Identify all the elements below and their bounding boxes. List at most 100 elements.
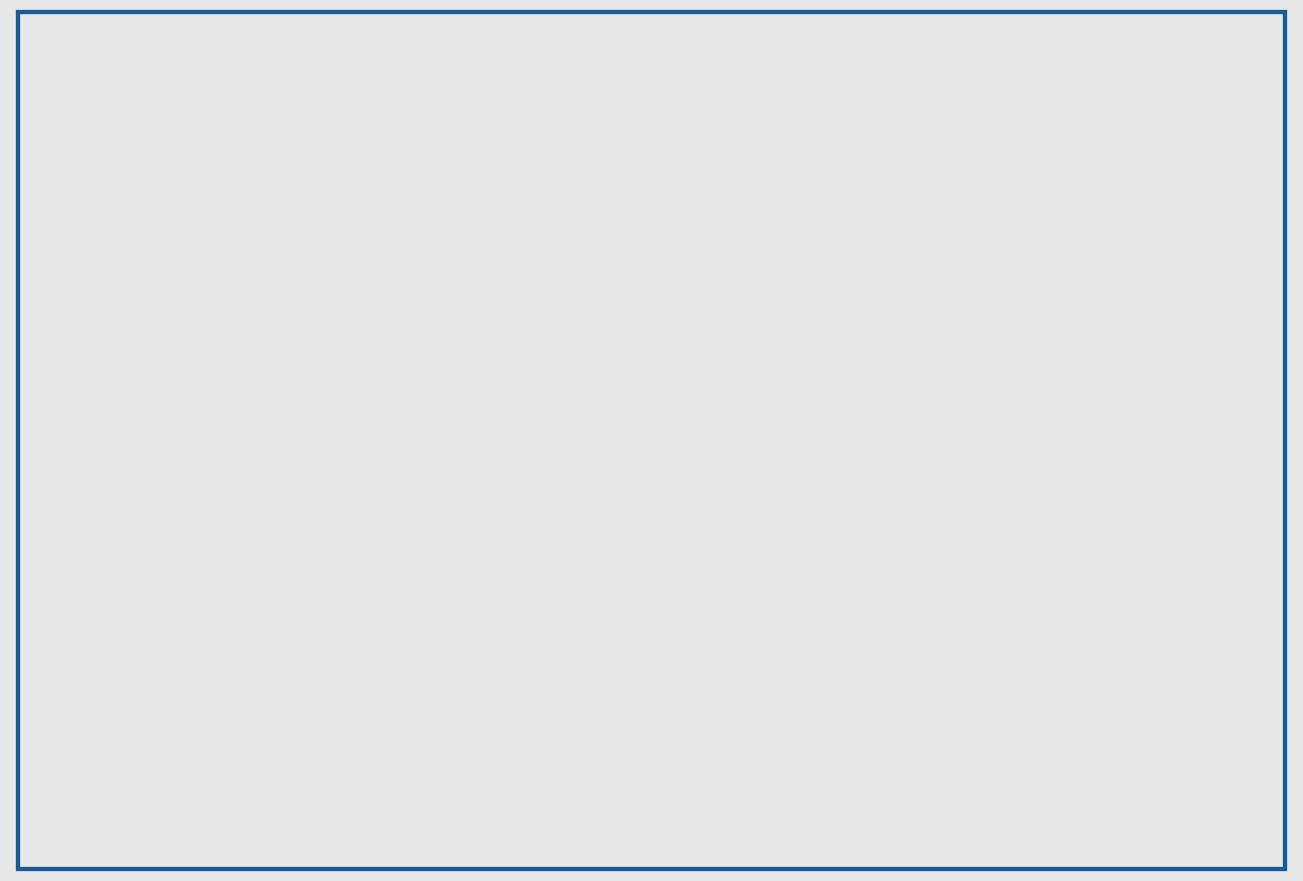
Text: 8,5: 8,5	[1066, 364, 1087, 377]
Text: 7,2: 7,2	[886, 393, 907, 406]
Bar	[18, 299, 1285, 328]
Text: 16,4: 16,4	[1059, 652, 1087, 665]
Text: 12,3: 12,3	[880, 450, 907, 463]
Text: 2,2: 2,2	[503, 336, 523, 349]
Text: Ambu A/S: Ambu A/S	[25, 191, 86, 204]
Bar	[18, 730, 1285, 759]
Text: Forventet vækst i EPS
2023-2024 (%): Forventet vækst i EPS 2023-2024 (%)	[741, 81, 887, 109]
Text: 3,4: 3,4	[503, 278, 523, 291]
Text: Coloplast A/S: Coloplast A/S	[25, 450, 108, 463]
Text: Forventet EPS 2024: Forventet EPS 2024	[937, 88, 1067, 101]
Text: 0,1: 0,1	[503, 537, 523, 550]
Text: Carlsberg A/S: Carlsberg A/S	[25, 624, 109, 636]
Text: 30,6: 30,6	[878, 479, 907, 492]
Text: -9,9: -9,9	[685, 220, 710, 233]
Text: 3,1: 3,1	[1067, 278, 1087, 291]
Text: -2,0: -2,0	[685, 336, 710, 349]
Text: -81,1: -81,1	[1054, 796, 1087, 809]
Text: ISS A/S: ISS A/S	[25, 479, 69, 492]
Text: 1,6: 1,6	[1067, 738, 1087, 751]
Text: 6,0: 6,0	[691, 422, 710, 435]
Text: 10,5: 10,5	[495, 191, 523, 204]
Text: -73,0: -73,0	[874, 767, 907, 781]
Text: 3,6: 3,6	[1067, 710, 1087, 722]
Text: 2,2: 2,2	[1067, 134, 1087, 147]
Bar	[18, 558, 1285, 587]
Text: -25,2: -25,2	[490, 767, 523, 781]
Bar	[18, 529, 1285, 558]
Text: Netcompany Group A/S: Netcompany Group A/S	[25, 738, 172, 751]
Bar	[18, 328, 1285, 356]
Text: 0,4: 0,4	[503, 479, 523, 492]
Text: 3,9: 3,9	[691, 278, 710, 291]
Text: Genmab A/S: Genmab A/S	[25, 307, 103, 320]
Text: 2,8: 2,8	[1067, 566, 1087, 579]
Text: 3,4: 3,4	[1067, 450, 1087, 463]
Text: 14,3: 14,3	[1251, 364, 1280, 377]
Text: 19,5: 19,5	[878, 710, 907, 722]
Text: 19,0: 19,0	[683, 191, 710, 204]
Text: 32,8: 32,8	[1251, 134, 1280, 147]
Bar	[18, 847, 1285, 869]
Text: 10,7: 10,7	[878, 624, 907, 636]
Text: 15,0: 15,0	[1251, 336, 1280, 349]
Text: FLSmidth & Co. A/S: FLSmidth & Co. A/S	[25, 566, 146, 579]
Text: 0,9: 0,9	[1067, 767, 1087, 781]
Text: 1,9: 1,9	[1067, 479, 1087, 492]
Text: -5,9: -5,9	[498, 738, 523, 751]
Text: 4,5: 4,5	[503, 249, 523, 262]
Bar	[18, 241, 1285, 270]
Text: 12,0: 12,0	[1058, 307, 1087, 320]
Text: 71,6: 71,6	[878, 681, 907, 694]
Text: 7,8: 7,8	[691, 393, 710, 406]
Bar	[18, 64, 1285, 126]
Text: 16,1: 16,1	[1251, 681, 1280, 694]
Text: -2,5: -2,5	[685, 681, 710, 694]
Bar	[18, 587, 1285, 616]
Text: A.P. Moller - Maersk A/S: A.P. Moller - Maersk A/S	[25, 796, 172, 809]
Text: 6,0: 6,0	[1259, 508, 1280, 522]
Text: Demant A/S: Demant A/S	[25, 422, 100, 435]
Text: Jyske Bank A/S: Jyske Bank A/S	[25, 508, 117, 522]
Text: -1,4: -1,4	[498, 595, 523, 608]
Text: 31,3: 31,3	[1251, 220, 1280, 233]
Text: 7,7: 7,7	[1066, 624, 1087, 636]
Bar	[18, 788, 1285, 817]
Text: 7,2: 7,2	[691, 307, 710, 320]
Text: 18,2: 18,2	[1251, 738, 1280, 751]
Bar	[18, 385, 1285, 414]
Text: 23,9: 23,9	[880, 134, 907, 147]
Text: 2,5: 2,5	[886, 595, 907, 608]
Text: 13,0: 13,0	[1251, 566, 1280, 579]
Bar	[18, 414, 1285, 443]
Text: 5,9: 5,9	[691, 249, 710, 262]
Bar	[18, 759, 1285, 788]
Text: 14,4: 14,4	[1251, 624, 1280, 636]
Text: GN Store Nord A/S: GN Store Nord A/S	[25, 681, 139, 694]
Text: 1,9: 1,9	[503, 393, 523, 406]
Text: -4,7: -4,7	[882, 652, 907, 665]
Bar	[18, 702, 1285, 730]
Text: 1,8: 1,8	[1067, 393, 1087, 406]
Text: 0,2: 0,2	[1067, 191, 1087, 204]
Text: 2,0: 2,0	[503, 364, 523, 377]
Text: 20,6: 20,6	[1251, 422, 1280, 435]
Text: 23,0: 23,0	[1251, 307, 1280, 320]
Text: 17,7: 17,7	[1251, 249, 1280, 262]
Text: -2,0: -2,0	[685, 566, 710, 579]
Text: 10,5: 10,5	[1058, 508, 1087, 522]
Bar	[18, 616, 1285, 644]
Text: 16,9: 16,9	[1251, 595, 1280, 608]
Text: N/A: N/A	[500, 134, 523, 147]
Bar	[18, 183, 1285, 212]
Text: 17,2: 17,2	[878, 422, 907, 435]
Text: 1,3: 1,3	[503, 422, 523, 435]
Text: 2,7: 2,7	[1067, 336, 1087, 349]
Text: 8,1: 8,1	[1067, 595, 1087, 608]
Text: Chr. Hansen Holding A/S: Chr. Hansen Holding A/S	[25, 134, 177, 147]
Text: 14,4: 14,4	[1251, 652, 1280, 665]
Text: 26,1: 26,1	[1251, 393, 1280, 406]
Text: Novo Nordisk A/S: Novo Nordisk A/S	[25, 220, 133, 233]
Text: 0,3: 0,3	[503, 508, 523, 522]
Bar	[18, 270, 1285, 299]
